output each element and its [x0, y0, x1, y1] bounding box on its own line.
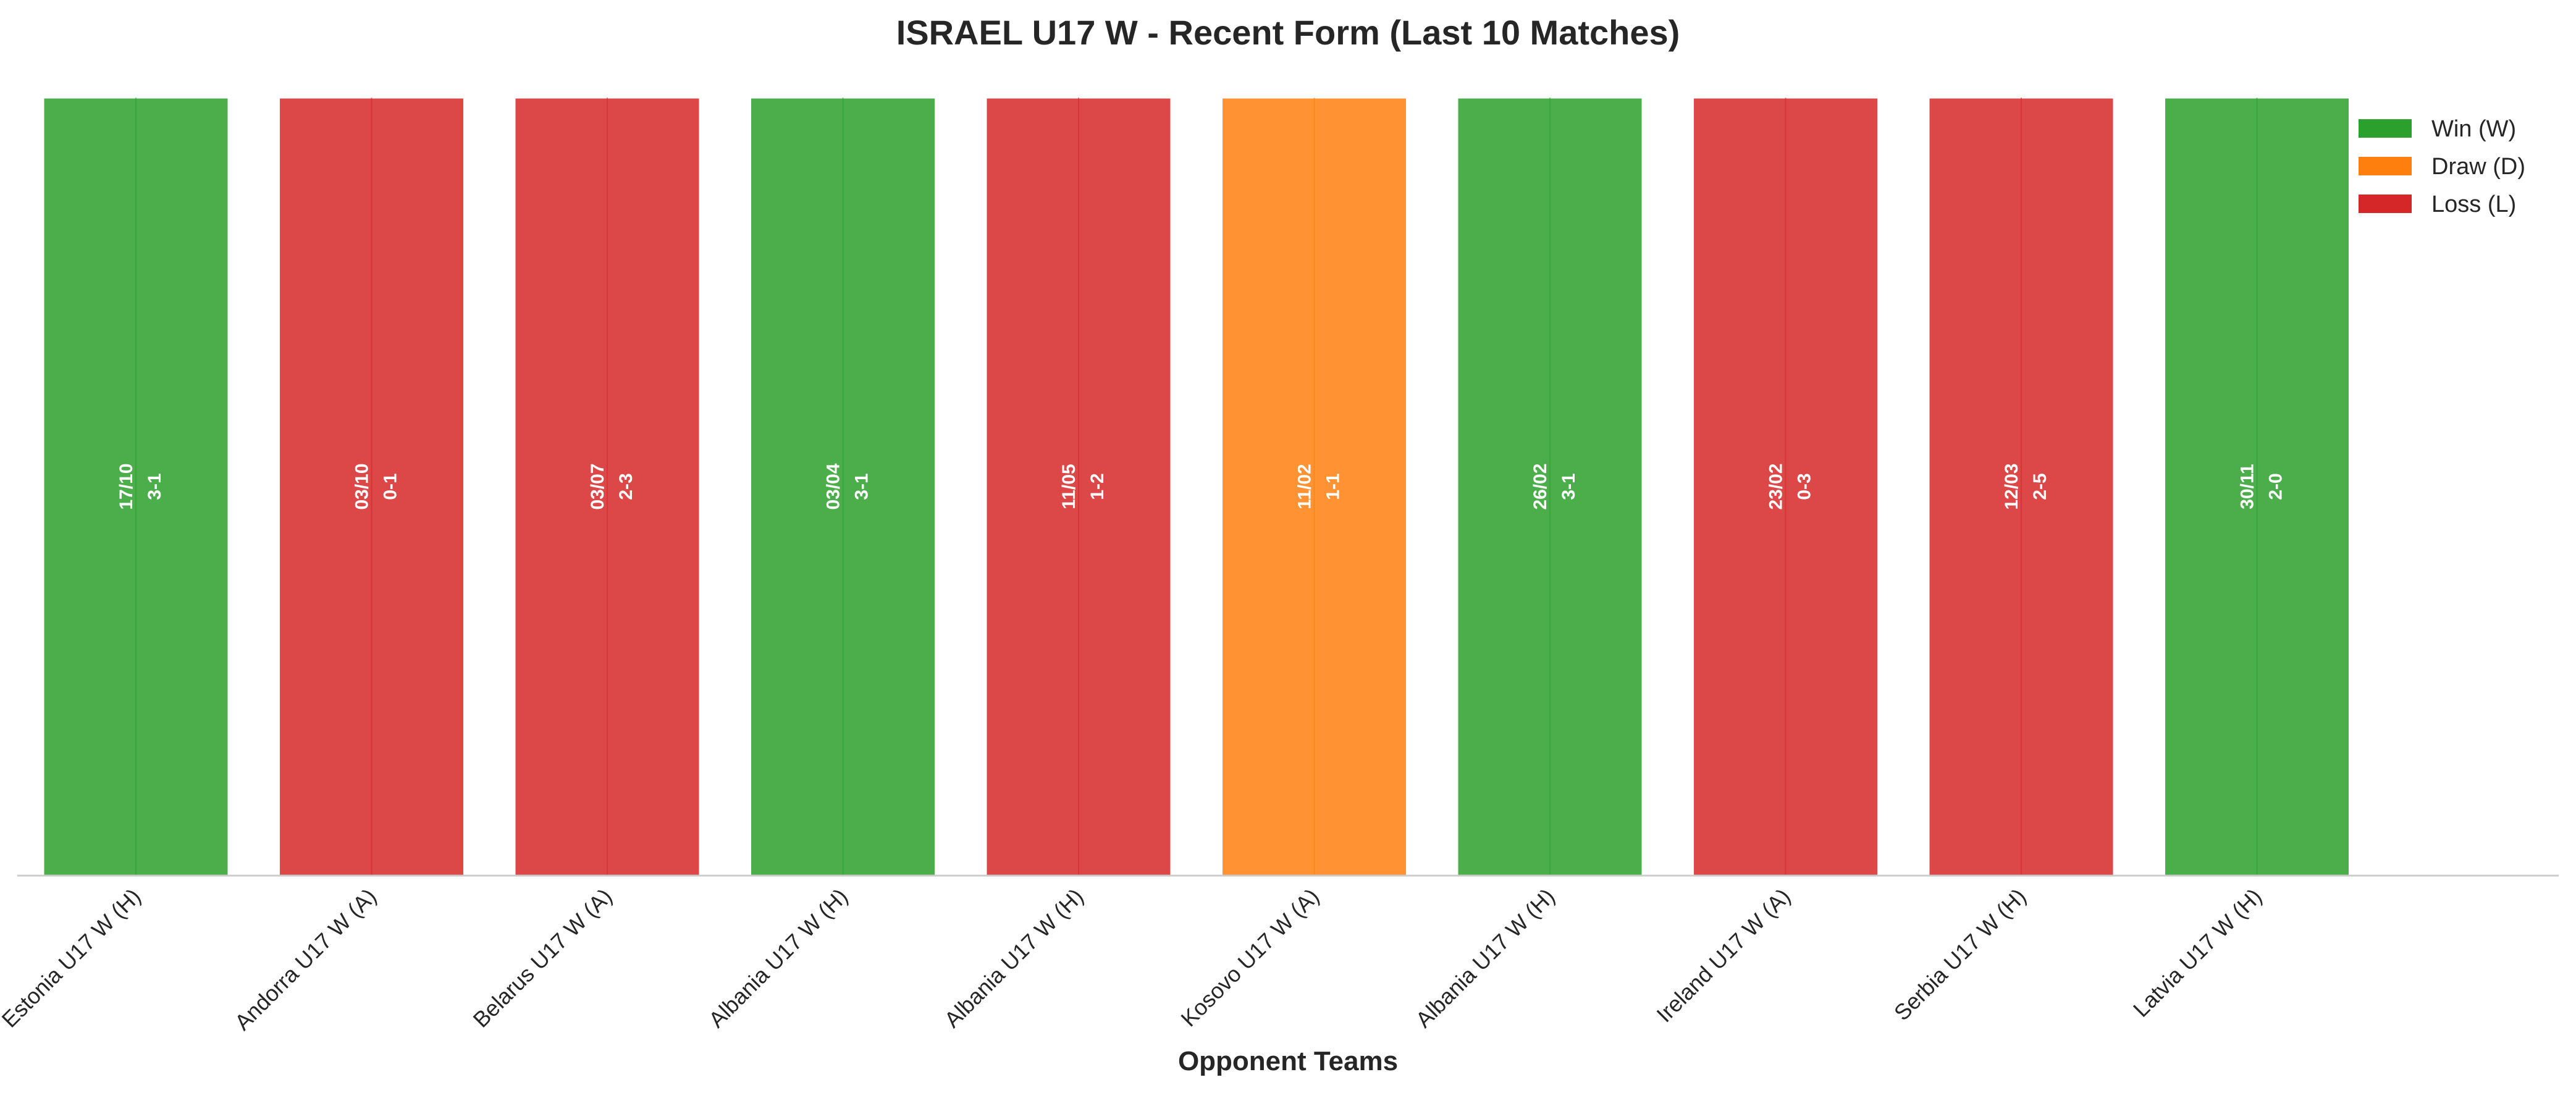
x-tick-label-1: Estonia U17 W (H): [0, 884, 146, 1032]
bar-date: 30/11: [2237, 464, 2258, 509]
x-tick-label-8: Ireland U17 W (A): [1651, 884, 1795, 1028]
bar-score: 2-0: [2266, 473, 2286, 500]
legend-swatch-d: [2359, 157, 2412, 175]
legend-label-w: Win (W): [2431, 116, 2516, 142]
bar-label-6: 11/02 1-1: [1295, 464, 1344, 509]
legend: Win (W) Draw (D) Loss (L): [2359, 116, 2525, 217]
bar-label-7: 26/02 3-1: [1530, 463, 1579, 509]
bar-date: 03/07: [587, 463, 608, 509]
bar-date: 11/02: [1295, 464, 1315, 509]
bar-label-4: 03/04 3-1: [823, 463, 872, 509]
legend-label-l: Loss (L): [2431, 191, 2516, 217]
bar-score: 2-3: [616, 473, 636, 500]
bars-layer: 17/10 3-1 03/10 0-1 03/07 2-3 03/04 3-1 11/05 1-2…: [42, 96, 2351, 877]
bar-label-5: 11/05 1-2: [1059, 464, 1108, 509]
chart-title: ISRAEL U17 W - Recent Form (Last 10 Matc…: [896, 13, 1680, 52]
legend-swatch-l: [2359, 195, 2412, 213]
bar-label-10: 30/11 2-0: [2237, 464, 2286, 509]
legend-swatch-w: [2359, 119, 2412, 138]
x-tick-label-6: Kosovo U17 W (A): [1176, 884, 1324, 1032]
bar-date: 12/03: [2001, 463, 2022, 509]
x-axis-label: Opponent Teams: [1178, 1046, 1398, 1076]
bar-label-3: 03/07 2-3: [587, 463, 636, 509]
bar-date: 26/02: [1530, 463, 1551, 509]
x-tick-label-5: Albania U17 W (H): [939, 884, 1088, 1032]
bar-date: 03/10: [352, 463, 373, 509]
bar-score: 0-1: [381, 473, 401, 500]
bar-score: 3-1: [145, 473, 165, 500]
bar-date: 11/05: [1059, 464, 1079, 509]
bar-label-8: 23/02 0-3: [1766, 463, 1815, 509]
x-tick-label-4: Albania U17 W (H): [704, 884, 852, 1032]
x-tick-label-7: Albania U17 W (H): [1410, 884, 1559, 1032]
x-tick-labels: Estonia U17 W (H) Andorra U17 W (A) Belaru…: [0, 884, 2267, 1035]
legend-label-d: Draw (D): [2431, 154, 2525, 180]
bar-label-9: 12/03 2-5: [2001, 463, 2050, 509]
bar-score: 2-5: [2030, 473, 2050, 500]
x-tick-label-2: Andorra U17 W (A): [230, 884, 381, 1035]
bar-date: 23/02: [1766, 463, 1787, 509]
bar-label-1: 17/10 3-1: [116, 463, 165, 509]
x-tick-label-10: Latvia U17 W (H): [2128, 884, 2267, 1022]
bar-date: 17/10: [116, 463, 137, 509]
bar-score: 3-1: [852, 473, 872, 500]
bar-score: 1-2: [1087, 473, 1108, 500]
bar-label-2: 03/10 0-1: [352, 463, 401, 509]
x-tick-label-3: Belarus U17 W (A): [468, 884, 617, 1032]
bar-score: 0-3: [1795, 473, 1815, 500]
bar-score: 1-1: [1323, 473, 1344, 500]
bar-score: 3-1: [1559, 473, 1579, 500]
bar-date: 03/04: [823, 463, 844, 509]
x-tick-label-9: Serbia U17 W (H): [1889, 884, 2031, 1026]
